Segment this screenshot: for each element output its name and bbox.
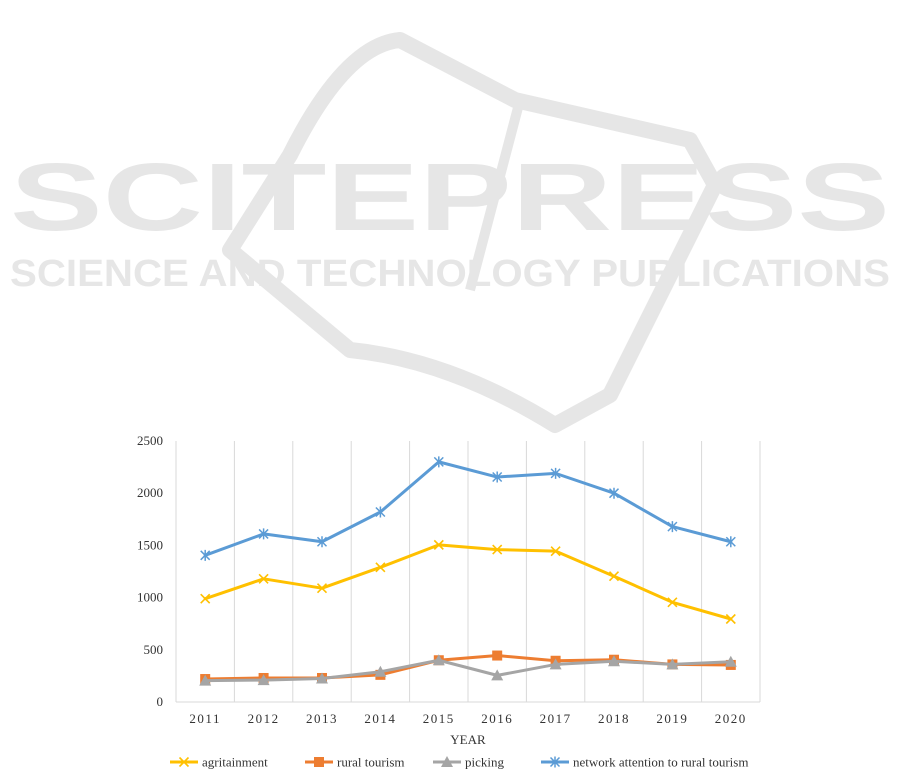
data-point-marker bbox=[375, 506, 386, 518]
data-point-marker bbox=[374, 665, 387, 677]
y-tick-label: 1500 bbox=[137, 537, 163, 552]
legend-label: network attention to rural tourism bbox=[573, 755, 748, 770]
legend-marker bbox=[441, 756, 453, 767]
data-point-marker bbox=[433, 456, 444, 468]
x-tick-label: 2020 bbox=[715, 711, 747, 726]
data-point-marker bbox=[375, 562, 386, 573]
data-point-marker bbox=[491, 669, 504, 681]
legend-label: picking bbox=[465, 755, 504, 770]
legend-item: picking bbox=[433, 755, 504, 770]
watermark-book-icon bbox=[222, 32, 723, 433]
data-point-marker bbox=[608, 571, 620, 582]
y-tick-label: 2000 bbox=[137, 485, 163, 500]
data-point-marker bbox=[199, 674, 212, 686]
data-point-marker bbox=[433, 539, 444, 550]
data-point-marker bbox=[200, 549, 211, 561]
watermark-brand: SCITEPRESS bbox=[10, 144, 890, 251]
legend-marker bbox=[314, 757, 324, 767]
data-point-marker bbox=[492, 650, 503, 661]
legend-item: agritainment bbox=[170, 755, 268, 770]
series-line bbox=[203, 658, 733, 683]
x-tick-label: 2015 bbox=[423, 711, 455, 726]
data-point-marker bbox=[316, 672, 328, 684]
x-tick-label: 2013 bbox=[306, 711, 338, 726]
x-tick-label: 2014 bbox=[364, 711, 396, 726]
x-tick-label: 2012 bbox=[248, 711, 280, 726]
data-point-marker bbox=[725, 536, 736, 548]
watermark: SCITEPRESS SCIENCE AND TECHNOLOGY PUBLIC… bbox=[10, 32, 890, 433]
data-point-marker bbox=[492, 471, 503, 483]
chart-legend: agritainment rural tourism picking network … bbox=[170, 755, 748, 770]
x-tick-label: 2011 bbox=[189, 711, 221, 726]
data-point-marker bbox=[724, 655, 737, 667]
data-point-marker bbox=[200, 593, 211, 604]
series-network-attention bbox=[200, 456, 736, 561]
data-point-marker bbox=[316, 583, 328, 594]
data-point-marker bbox=[316, 536, 328, 548]
x-tick-label: 2019 bbox=[656, 711, 688, 726]
data-point-marker bbox=[608, 655, 620, 667]
chart-series bbox=[199, 456, 737, 686]
watermark-tagline: SCIENCE AND TECHNOLOGY PUBLICATIONS bbox=[10, 253, 890, 295]
x-tick-label: 2016 bbox=[481, 711, 513, 726]
data-point-marker bbox=[257, 674, 270, 686]
legend-label: agritainment bbox=[202, 755, 268, 770]
data-point-marker bbox=[258, 528, 269, 540]
legend-item: network attention to rural tourism bbox=[541, 755, 748, 770]
chart-tick-labels: 0 500 1000 1500 2000 2500 2011 2012 2013 2014 2015… bbox=[137, 433, 747, 726]
series-line bbox=[203, 460, 733, 557]
data-point-marker bbox=[550, 467, 561, 479]
data-point-marker bbox=[432, 654, 445, 666]
data-point-marker bbox=[667, 521, 678, 533]
series-line bbox=[203, 543, 733, 621]
data-point-marker bbox=[492, 544, 503, 555]
y-tick-label: 1000 bbox=[137, 590, 163, 605]
x-axis-title: YEAR bbox=[450, 732, 486, 747]
x-tick-label: 2018 bbox=[598, 711, 630, 726]
data-point-marker bbox=[550, 546, 561, 557]
data-point-marker bbox=[608, 487, 620, 499]
data-point-marker bbox=[666, 658, 679, 670]
legend-marker bbox=[178, 756, 190, 768]
y-tick-label: 2500 bbox=[137, 433, 163, 448]
legend-label: rural tourism bbox=[337, 755, 405, 770]
data-point-marker bbox=[258, 573, 269, 584]
data-point-marker bbox=[725, 613, 736, 625]
series-agritainment bbox=[200, 539, 736, 625]
data-point-marker bbox=[549, 658, 562, 670]
y-tick-label: 500 bbox=[144, 642, 164, 657]
y-tick-label: 0 bbox=[157, 694, 164, 709]
legend-item: rural tourism bbox=[305, 755, 405, 770]
legend-marker bbox=[549, 756, 561, 768]
x-tick-label: 2017 bbox=[540, 711, 572, 726]
series-picking bbox=[199, 654, 737, 686]
data-point-marker bbox=[667, 597, 678, 608]
